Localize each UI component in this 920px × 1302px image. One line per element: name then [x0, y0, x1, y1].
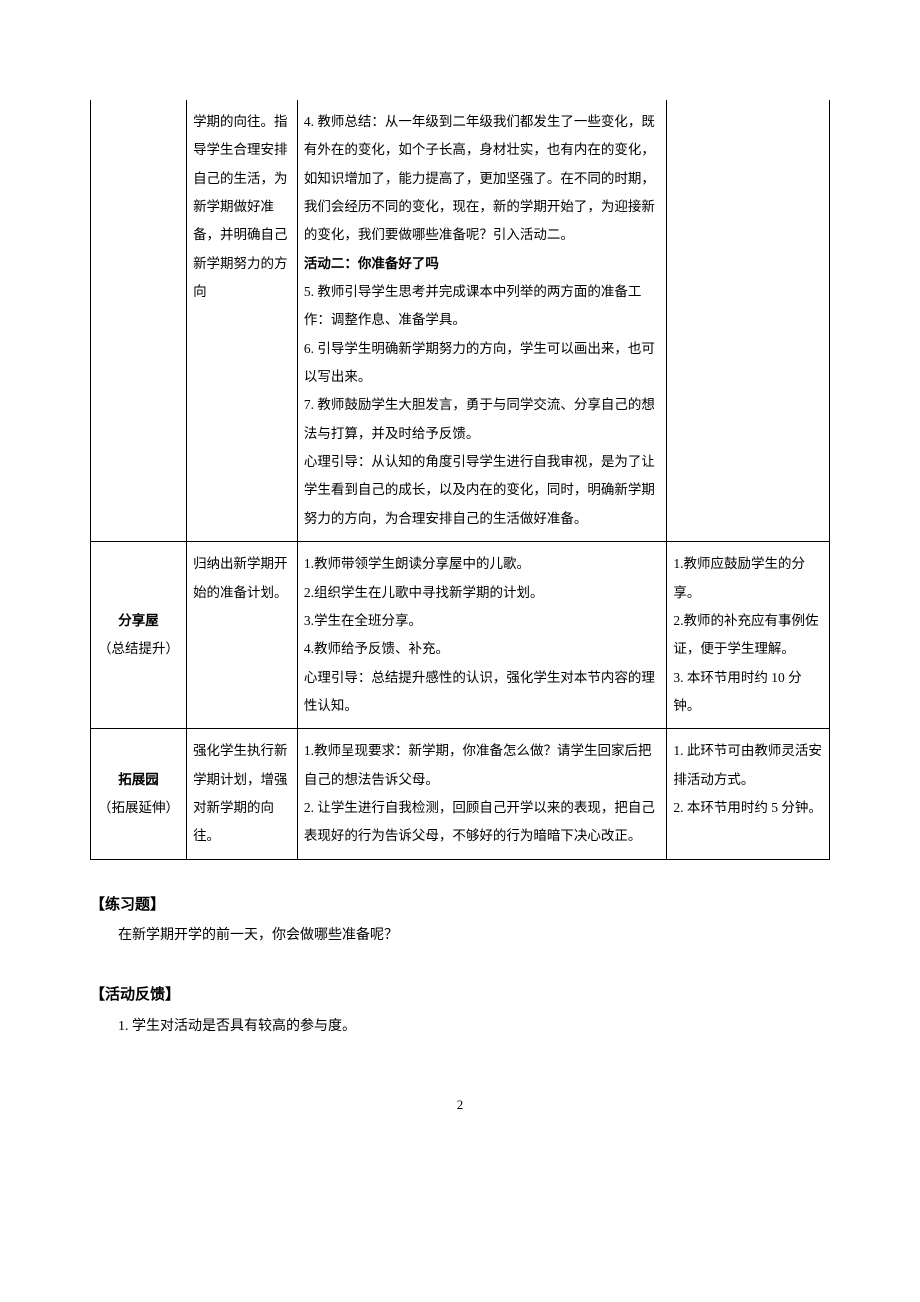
cell-notes	[667, 100, 830, 542]
feedback-heading: 【活动反馈】	[90, 980, 830, 1012]
activity-item: 4.教师给予反馈、补充。	[304, 635, 661, 663]
feedback-item: 1. 学生对活动是否具有较高的参与度。	[90, 1012, 830, 1041]
stage-title: 分享屋	[97, 607, 180, 635]
table-row: 分享屋 （总结提升） 归纳出新学期开始的准备计划。 1.教师带领学生朗读分享屋中…	[91, 542, 830, 729]
activity-item: 5. 教师引导学生思考并完成课本中列举的两方面的准备工作：调整作息、准备学具。	[304, 278, 661, 335]
exercise-text: 在新学期开学的前一天，你会做哪些准备呢？	[90, 921, 830, 950]
psychology-guide: 心理引导：从认知的角度引导学生进行自我审视，是为了让学生看到自己的成长，以及内在…	[304, 448, 661, 533]
exercise-heading: 【练习题】	[90, 890, 830, 922]
activity-item: 7. 教师鼓励学生大胆发言，勇于与同学交流、分享自己的想法与打算，并及时给予反馈…	[304, 391, 661, 448]
activity-item: 1.教师呈现要求：新学期，你准备怎么做？请学生回家后把自己的想法告诉父母。	[304, 737, 661, 794]
cell-objective: 学期的向往。指导学生合理安排自己的生活，为新学期做好准备，并明确自己新学期努力的…	[187, 100, 298, 542]
cell-objective: 强化学生执行新学期计划，增强对新学期的向往。	[187, 729, 298, 859]
activity-item: 3.学生在全班分享。	[304, 607, 661, 635]
activity-title: 活动二：你准备好了吗	[304, 250, 661, 278]
stage-subtitle: （总结提升）	[97, 635, 180, 663]
cell-objective: 归纳出新学期开始的准备计划。	[187, 542, 298, 729]
stage-title: 拓展园	[97, 766, 180, 794]
table-row: 拓展园 （拓展延伸） 强化学生执行新学期计划，增强对新学期的向往。 1.教师呈现…	[91, 729, 830, 859]
cell-stage: 分享屋 （总结提升）	[91, 542, 187, 729]
stage-subtitle: （拓展延伸）	[97, 794, 180, 822]
activity-item: 1.教师带领学生朗读分享屋中的儿歌。	[304, 550, 661, 578]
activity-item: 4. 教师总结：从一年级到二年级我们都发生了一些变化，既有外在的变化，如个子长高…	[304, 108, 661, 250]
note-item: 3. 本环节用时约 10 分钟。	[673, 664, 823, 721]
cell-notes: 1. 此环节可由教师灵活安排活动方式。 2. 本环节用时约 5 分钟。	[667, 729, 830, 859]
cell-stage	[91, 100, 187, 542]
cell-activities: 4. 教师总结：从一年级到二年级我们都发生了一些变化，既有外在的变化，如个子长高…	[297, 100, 667, 542]
psychology-guide: 心理引导：总结提升感性的认识，强化学生对本节内容的理性认知。	[304, 664, 661, 721]
note-item: 2.教师的补充应有事例佐证，便于学生理解。	[673, 607, 823, 664]
cell-notes: 1.教师应鼓励学生的分享。 2.教师的补充应有事例佐证，便于学生理解。 3. 本…	[667, 542, 830, 729]
note-item: 2. 本环节用时约 5 分钟。	[673, 794, 823, 822]
activity-item: 6. 引导学生明确新学期努力的方向，学生可以画出来，也可以写出来。	[304, 335, 661, 392]
activity-item: 2.组织学生在儿歌中寻找新学期的计划。	[304, 579, 661, 607]
cell-activities: 1.教师带领学生朗读分享屋中的儿歌。 2.组织学生在儿歌中寻找新学期的计划。 3…	[297, 542, 667, 729]
table-row: 学期的向往。指导学生合理安排自己的生活，为新学期做好准备，并明确自己新学期努力的…	[91, 100, 830, 542]
lesson-plan-table: 学期的向往。指导学生合理安排自己的生活，为新学期做好准备，并明确自己新学期努力的…	[90, 100, 830, 860]
activity-item: 2. 让学生进行自我检测，回顾自己开学以来的表现，把自己表现好的行为告诉父母，不…	[304, 794, 661, 851]
note-item: 1.教师应鼓励学生的分享。	[673, 550, 823, 607]
page-number: 2	[90, 1091, 830, 1118]
note-item: 1. 此环节可由教师灵活安排活动方式。	[673, 737, 823, 794]
cell-stage: 拓展园 （拓展延伸）	[91, 729, 187, 859]
cell-activities: 1.教师呈现要求：新学期，你准备怎么做？请学生回家后把自己的想法告诉父母。 2.…	[297, 729, 667, 859]
